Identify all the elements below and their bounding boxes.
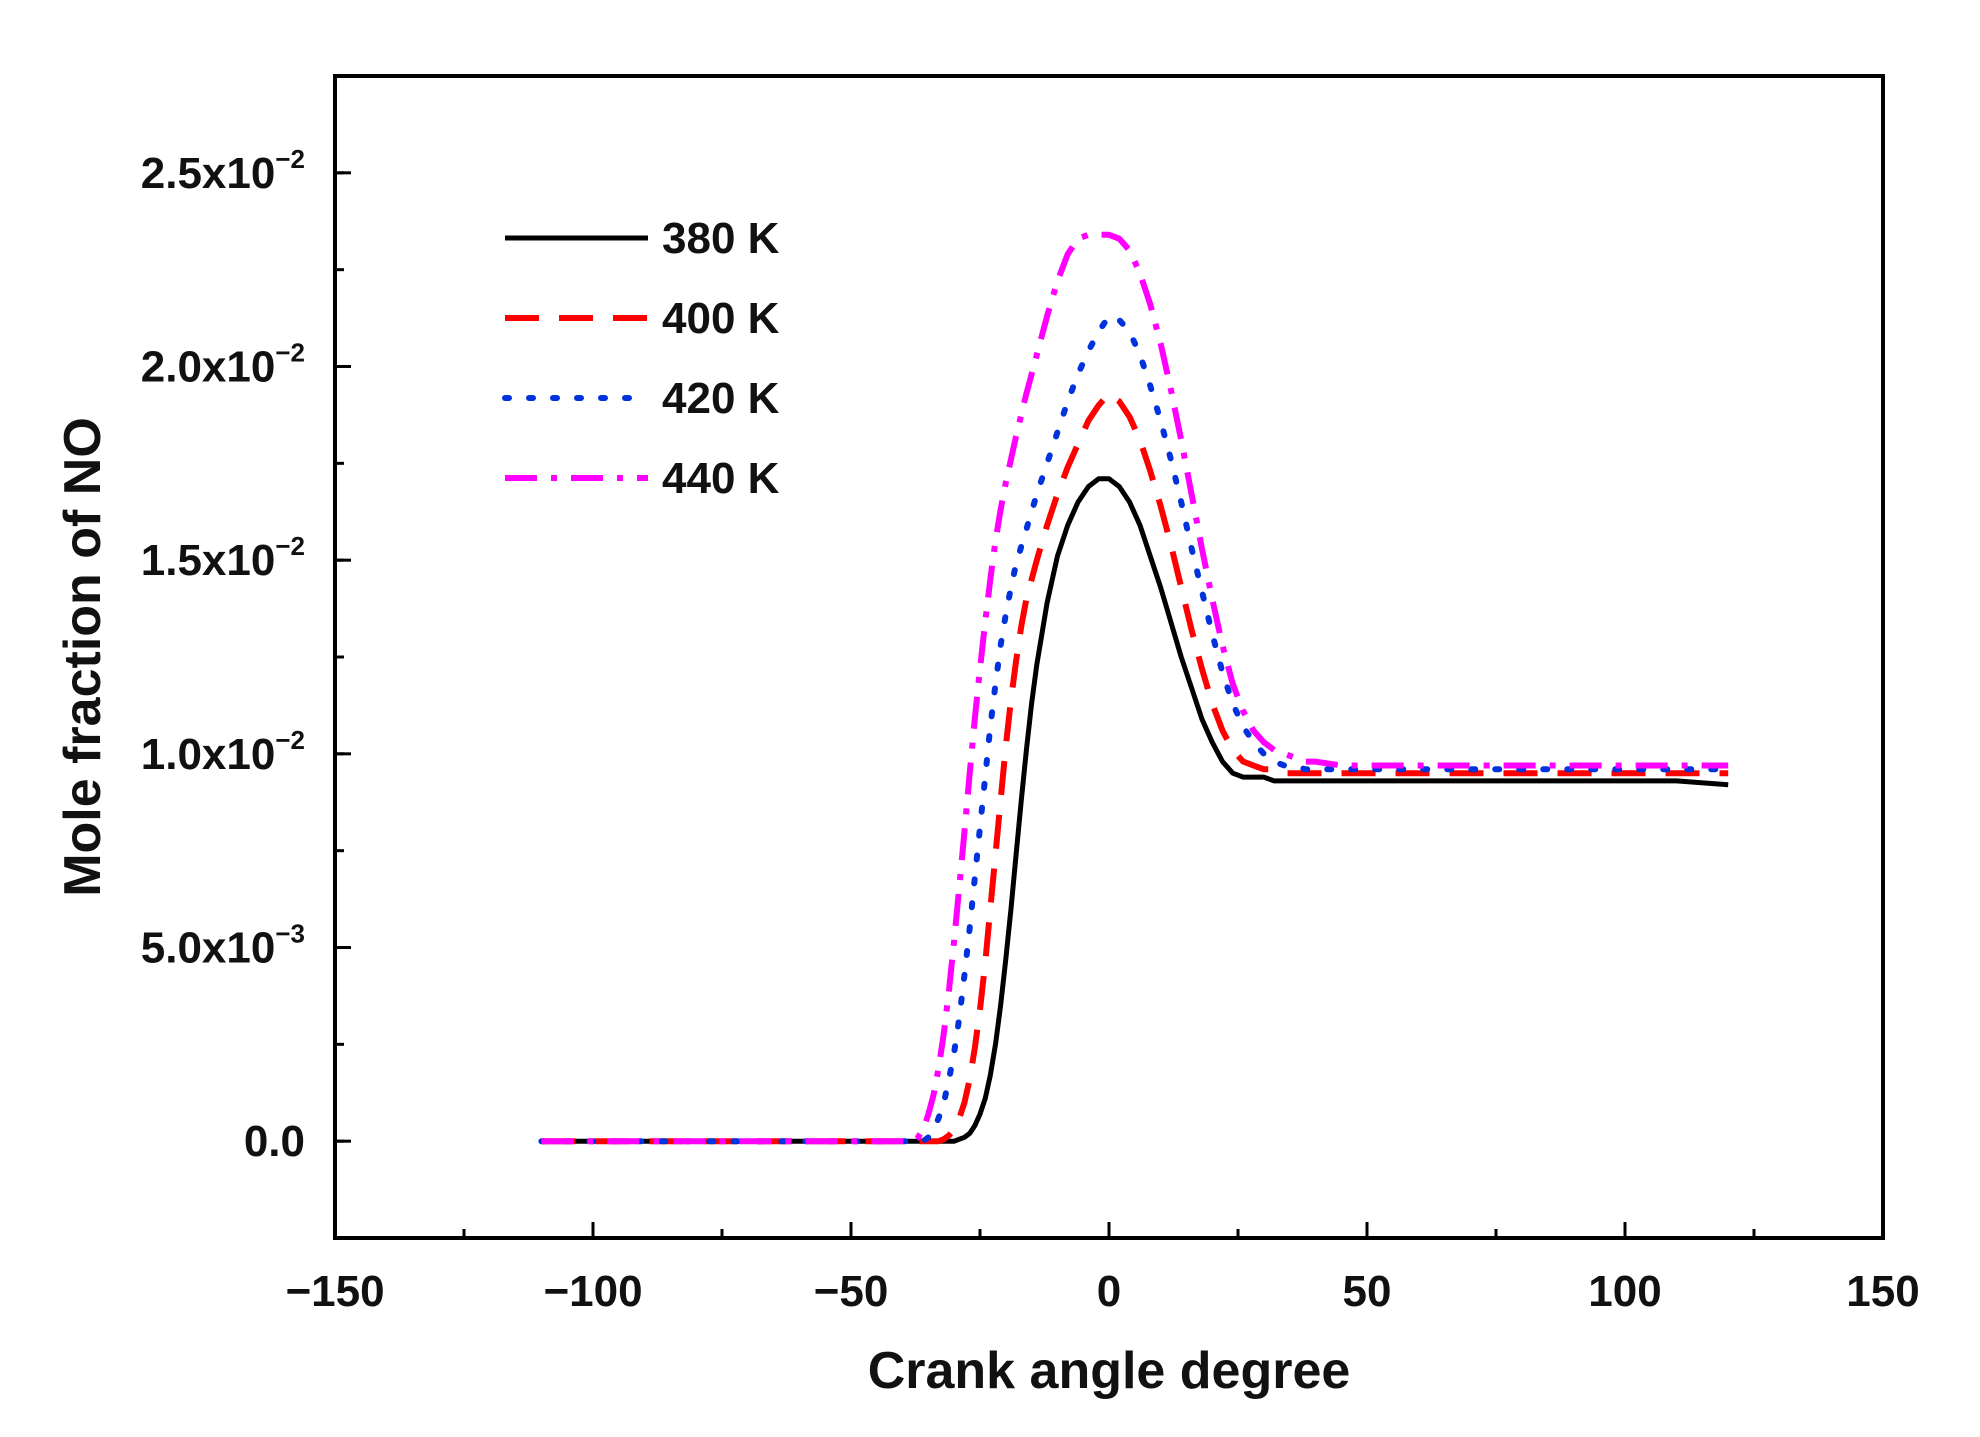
series-line-400-k <box>541 390 1729 1145</box>
x-tick-label: −150 <box>285 1267 384 1316</box>
y-tick-label: 2.0x10−2 <box>141 338 305 392</box>
legend-label: 440 K <box>662 454 780 503</box>
y-tick-label: 0.0 <box>244 1117 305 1166</box>
y-axis-title: Mole fraction of NO <box>54 417 112 897</box>
tick-label-layer: −150 −100 −50 0 50 100 150 0.0 5.0x10−3 1.0x10−2 1… <box>141 144 1920 1316</box>
x-axis-title: Crank angle degree <box>868 1342 1351 1400</box>
y-tick-label: 1.5x10−2 <box>141 531 305 585</box>
legend-label: 380 K <box>662 214 780 263</box>
x-tick-label: −100 <box>543 1267 642 1316</box>
x-tick-label: 50 <box>1343 1267 1392 1316</box>
legend-label: 420 K <box>662 374 780 423</box>
legend-label: 400 K <box>662 294 780 343</box>
series-layer <box>538 231 1732 1145</box>
y-tick-label: 5.0x10−3 <box>141 919 305 973</box>
series-line-380-k <box>541 476 1729 1144</box>
y-tick-label: 1.0x10−2 <box>141 725 305 779</box>
x-tick-label: 0 <box>1097 1267 1121 1316</box>
series-line-420-k <box>538 313 1732 1145</box>
x-tick-label: 150 <box>1846 1267 1919 1316</box>
series-line-440-k <box>541 231 1729 1145</box>
x-tick-label: 100 <box>1588 1267 1661 1316</box>
y-tick-label: 2.5x10−2 <box>141 144 305 198</box>
tick-layer <box>333 171 1885 1238</box>
x-tick-label: −50 <box>814 1267 889 1316</box>
legend: 380 K 400 K 420 K 440 K <box>502 214 780 503</box>
